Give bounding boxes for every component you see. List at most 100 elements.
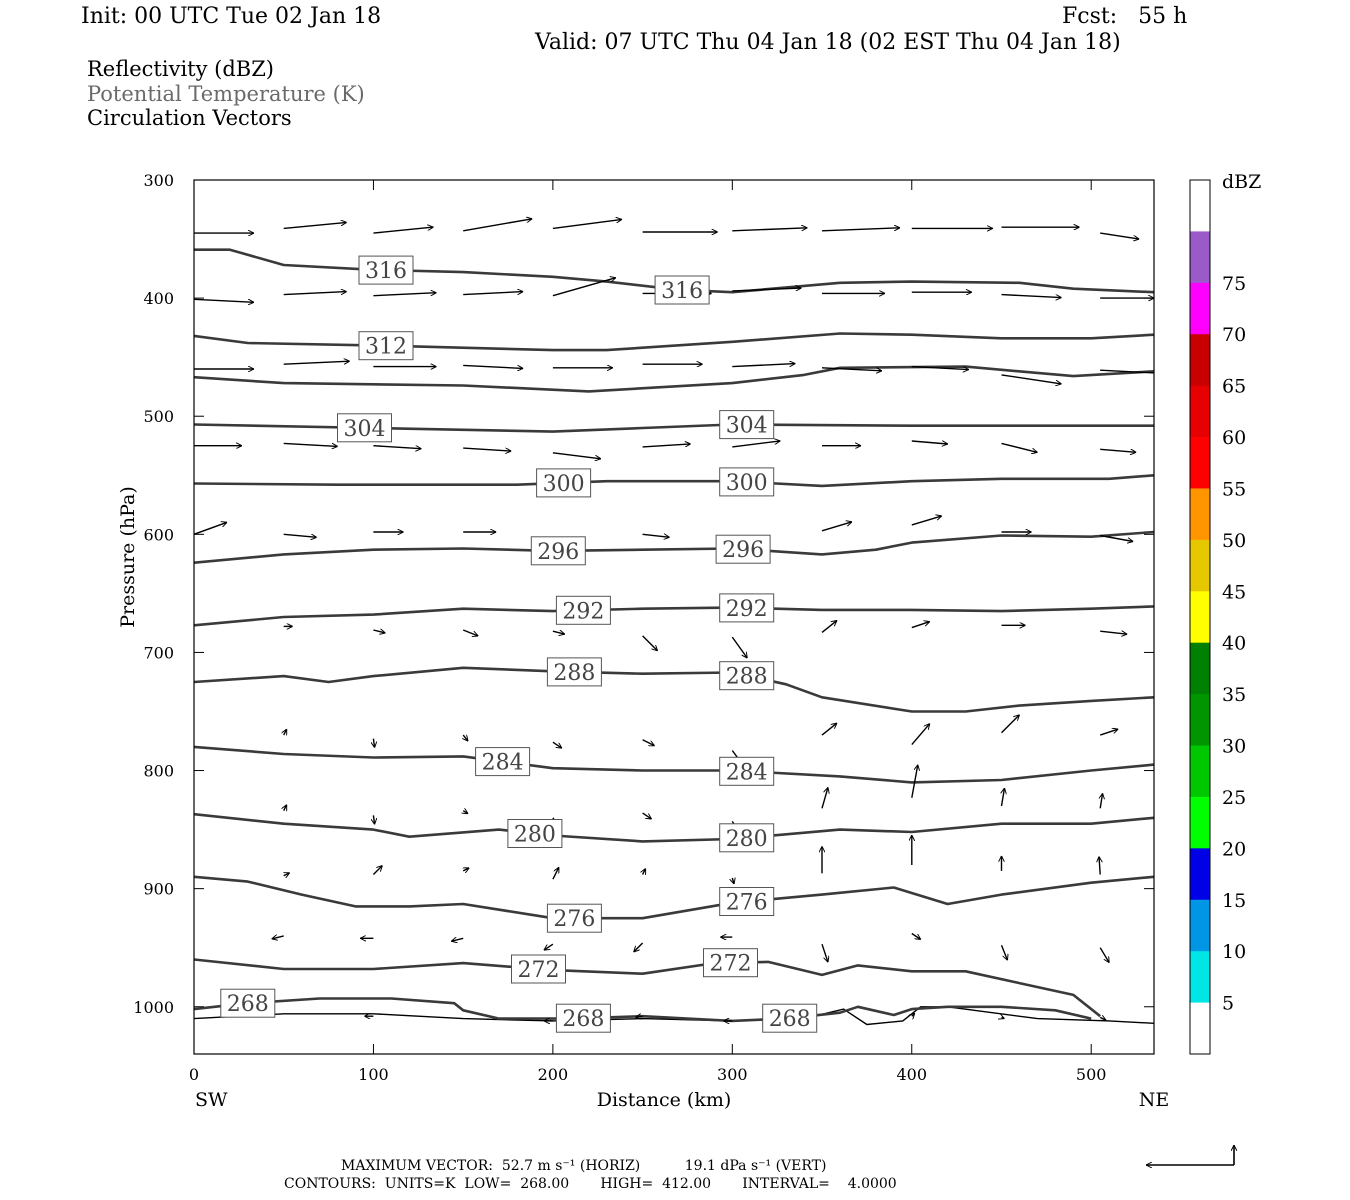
circulation-vector — [911, 932, 921, 940]
contour-label-text: 316 — [661, 279, 703, 304]
circulation-vector — [373, 630, 385, 633]
circulation-vector — [463, 735, 468, 741]
contour-label-text: 304 — [726, 414, 768, 439]
circulation-vector — [732, 441, 780, 448]
contour-label-box — [511, 954, 566, 984]
y-tick-label: 400 — [143, 289, 174, 308]
isentrope-272 — [194, 958, 1102, 1018]
circulation-vector — [912, 1013, 915, 1016]
colorbar-segment — [1190, 334, 1210, 387]
contour-label-text: 316 — [365, 259, 407, 284]
circulation-vector — [1100, 232, 1139, 239]
colorbar-segment — [1190, 437, 1210, 489]
circulation-vector — [552, 219, 622, 230]
x-tick-label: 500 — [1076, 1065, 1107, 1084]
colorbar-tick-label: 55 — [1222, 479, 1246, 501]
circulation-vector — [1099, 729, 1118, 736]
contour-label-text: 292 — [562, 599, 604, 624]
circulation-vector — [283, 292, 347, 296]
contour-label-296: 296 — [715, 534, 771, 564]
contour-label-272: 272 — [703, 948, 758, 978]
circulation-vector — [911, 365, 969, 370]
circulation-vector — [635, 1016, 643, 1017]
circulation-vector — [1001, 715, 1020, 734]
circulation-vector — [283, 442, 338, 446]
colorbar-segment — [1190, 951, 1210, 1004]
colorbar-segment — [1190, 231, 1210, 284]
circulation-vector — [1100, 630, 1127, 634]
circulation-vector — [1099, 947, 1110, 963]
colorbar-title: dBZ — [1222, 171, 1261, 193]
colorbar-segment — [1190, 282, 1210, 335]
circulation-vector — [284, 872, 290, 876]
circulation-vector — [911, 765, 918, 798]
contour-label-box — [358, 331, 414, 361]
circulation-vector — [1001, 374, 1062, 384]
isentrope-284 — [194, 745, 1154, 784]
y-tick-label: 900 — [143, 880, 174, 899]
x-tick-label: 400 — [896, 1065, 927, 1084]
colorbar-tick-label: 20 — [1222, 838, 1246, 860]
x-tick-label: 0 — [189, 1065, 199, 1084]
circulation-vector — [194, 298, 254, 302]
contour-label-box — [555, 1003, 611, 1033]
colorbar-tick-label: 75 — [1222, 273, 1246, 295]
colorbar-tick-label: 40 — [1222, 633, 1246, 655]
circulation-vector — [732, 288, 801, 292]
circulation-vector — [284, 805, 288, 811]
colorbar-tick-label: 60 — [1222, 427, 1246, 449]
contour-label-box — [536, 468, 592, 498]
x-tick-label: 300 — [717, 1065, 748, 1084]
colorbar-segment — [1190, 899, 1210, 952]
contour-label-text: 272 — [518, 958, 560, 983]
isentrope-296 — [194, 530, 1154, 564]
contour-label-text: 300 — [726, 471, 768, 496]
colorbar-segment — [1190, 745, 1210, 798]
circulation-vector — [911, 724, 930, 746]
circulation-vector — [372, 866, 382, 875]
circulation-vector — [821, 522, 852, 532]
circulation-vector — [642, 812, 652, 819]
colorbar-tick-label: 5 — [1222, 993, 1234, 1015]
contour-label-box — [719, 887, 775, 916]
contour-label-box — [337, 413, 392, 443]
circulation-vector — [283, 533, 317, 537]
contour-label-box — [530, 536, 586, 566]
contour-label-text: 272 — [710, 952, 752, 977]
circulation-vector — [284, 729, 288, 735]
circulation-vector — [463, 292, 523, 296]
contour-label-box — [555, 595, 611, 625]
contour-label-text: 284 — [482, 751, 524, 776]
circulation-vector — [732, 878, 734, 884]
circulation-vector — [911, 516, 942, 526]
contour-label-box — [715, 534, 771, 564]
colorbar-tick-label: 15 — [1222, 890, 1246, 912]
field-label-circulation-vectors: Circulation Vectors — [87, 106, 292, 130]
circulation-vector — [731, 636, 747, 658]
contour-label-268: 268 — [220, 988, 276, 1018]
max-vector-text: MAXIMUM VECTOR: 52.7 m s⁻¹ (HORIZ) 19.1 … — [341, 1158, 827, 1174]
isentrope-300 — [194, 474, 1154, 488]
circulation-vector — [642, 444, 691, 448]
contour-label-text: 288 — [726, 665, 768, 690]
contour-label-text: 288 — [553, 661, 595, 686]
contour-label-316: 316 — [358, 255, 414, 285]
colorbar-segment — [1190, 1002, 1210, 1055]
contour-label-text: 300 — [543, 472, 585, 497]
isentrope-268 — [194, 997, 1092, 1023]
valid-time: Valid: 07 UTC Thu 04 Jan 18 (02 EST Thu … — [535, 30, 1121, 55]
circulation-vector — [463, 867, 469, 871]
contour-label-268: 268 — [555, 1003, 611, 1033]
y-tick-label: 600 — [143, 525, 174, 544]
contour-label-box — [358, 255, 414, 285]
colorbar-segment — [1190, 848, 1210, 901]
isentrope-292 — [194, 605, 1154, 627]
circulation-vector — [634, 942, 644, 952]
circulation-vector — [821, 943, 828, 962]
colorbar-segment — [1190, 796, 1210, 849]
circulation-vector — [373, 445, 421, 449]
circulation-vector — [1002, 788, 1005, 807]
isentrope-276 — [194, 875, 1154, 920]
y-tick-label: 300 — [143, 171, 174, 190]
colorbar-tick-label: 25 — [1222, 787, 1246, 809]
